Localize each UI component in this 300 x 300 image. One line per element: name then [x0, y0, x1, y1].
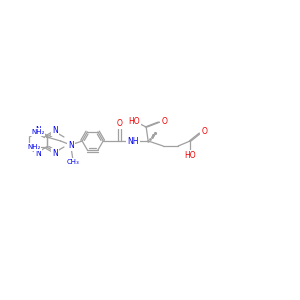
Text: N: N	[35, 149, 41, 158]
Text: N: N	[52, 149, 58, 158]
Text: NH₂: NH₂	[31, 129, 44, 135]
Text: HO: HO	[184, 152, 196, 160]
Text: N: N	[68, 140, 74, 149]
Text: NH: NH	[128, 136, 139, 146]
Text: CH₃: CH₃	[66, 159, 79, 165]
Text: NH₂: NH₂	[27, 144, 40, 150]
Text: O: O	[161, 116, 167, 125]
Text: O: O	[116, 118, 122, 127]
Text: HO: HO	[128, 116, 140, 125]
Text: N: N	[52, 126, 58, 135]
Text: N: N	[35, 126, 41, 135]
Text: O: O	[201, 127, 207, 136]
